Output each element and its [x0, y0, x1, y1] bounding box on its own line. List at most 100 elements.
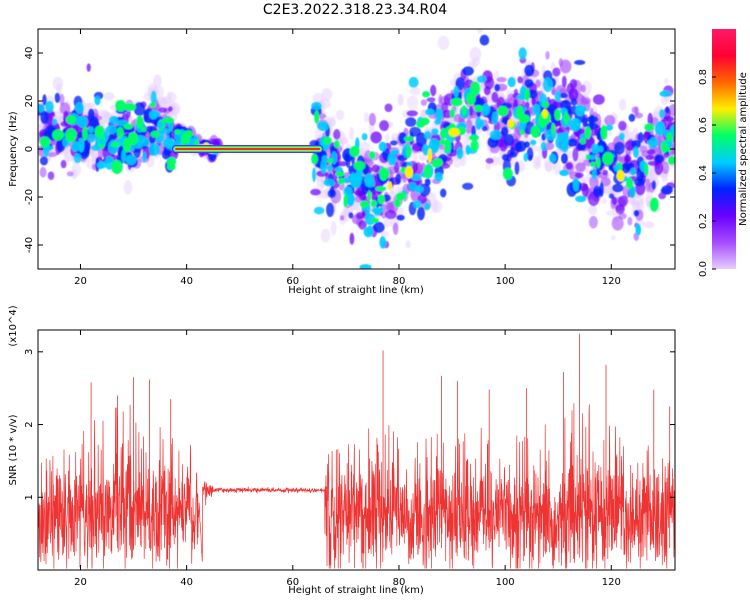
spectrogram-cell: [605, 124, 614, 131]
spectrogram-cell: [65, 115, 77, 125]
spectrogram-cell: [432, 198, 439, 213]
snr-frame: [37, 329, 676, 571]
spectrogram-cell: [565, 161, 574, 170]
spectrogram-cell: [384, 103, 393, 113]
spectrogram-cell: [520, 129, 525, 136]
spectrogram-cell: [143, 92, 153, 101]
spectrogram-cell: [39, 136, 51, 148]
spectrogram-cell: [628, 113, 636, 122]
spectrogram-cell: [489, 129, 502, 141]
spectrogram-cell: [633, 209, 640, 217]
spectrogram-cell: [485, 161, 491, 170]
spectrogram-cell: [541, 133, 546, 141]
spectrogram-cell: [87, 108, 95, 122]
spectrogram-cell: [552, 67, 561, 77]
spectrogram-cell: [313, 206, 325, 215]
spectrogram-cell: [359, 264, 372, 269]
spectrogram-cell: [610, 235, 616, 241]
spectrogram-cell: [481, 103, 491, 116]
spectrogram-peak: [88, 126, 95, 134]
spectrogram-cell: [87, 133, 95, 144]
colorbar-label: Normalized spectral amplitude: [738, 72, 749, 226]
spectrogram-cell: [601, 198, 607, 204]
spectrogram-cell: [671, 124, 675, 137]
spectrogram-cell: [632, 146, 640, 158]
spectrogram-cell: [148, 142, 161, 157]
spectrogram-peak: [613, 164, 620, 172]
spectrogram-cell: [335, 166, 343, 172]
spectrogram-cell: [430, 84, 437, 97]
spectrogram-cell: [141, 126, 147, 133]
spectrogram-cell: [364, 173, 375, 186]
spectrogram-cell: [387, 181, 393, 191]
spectrogram-cell: [621, 162, 630, 174]
spectrogram-cell: [542, 101, 549, 109]
spectrogram-peak: [666, 140, 673, 148]
colorbar-tick-label: 0.4: [698, 165, 709, 181]
spectrogram-cell: [524, 88, 530, 102]
spectrogram-cell: [412, 200, 422, 209]
spectrogram-cell: [167, 92, 177, 103]
spectrogram-cell: [389, 202, 395, 213]
spectrogram-cell: [540, 141, 547, 151]
spectrogram-cell: [586, 116, 599, 123]
spectrogram-cell: [122, 137, 131, 153]
spectrogram-cell: [563, 111, 569, 125]
spectrogram-cell: [600, 124, 608, 140]
spectrogram-cell: [532, 155, 542, 170]
spectrogram-cell: [133, 102, 146, 117]
spectrogram-cell: [162, 138, 175, 149]
spectrogram-cell: [369, 151, 376, 160]
spectrogram-cell: [426, 97, 436, 103]
spectrogram-cell: [523, 141, 531, 148]
spectrogram-cell: [501, 126, 509, 136]
spectrogram-cell: [426, 192, 436, 202]
spectrogram-cell: [559, 169, 570, 176]
spectrogram-cell: [370, 200, 377, 208]
x-tick-label: 60: [286, 577, 299, 588]
spectrogram-cell: [501, 153, 510, 161]
spectrogram-cell: [449, 108, 456, 119]
spectrogram-cell: [615, 204, 625, 215]
spectrogram-cell: [153, 74, 162, 89]
snr-x-label: Height of straight line (km): [288, 585, 424, 596]
x-tick-label: 20: [74, 276, 87, 287]
y-tick-label: 20: [24, 95, 35, 108]
spectrogram-cell: [481, 125, 488, 132]
spectrogram-cell: [371, 164, 380, 173]
spectrogram-cell: [406, 145, 412, 159]
spectrogram-cell: [390, 140, 398, 146]
spectrogram-cell: [330, 221, 337, 236]
spectrogram-cell: [363, 112, 369, 123]
spectrogram-cell: [326, 158, 334, 164]
spectrogram-cell: [380, 230, 389, 237]
spectrogram-peak: [597, 145, 604, 153]
spectrogram-cell: [333, 140, 340, 149]
spectrogram-cell: [124, 103, 137, 111]
spectrogram-cell: [618, 132, 625, 141]
spectrogram-cell: [82, 126, 88, 141]
colorbar-tick-label: 0.2: [698, 213, 709, 229]
spectrogram-cell: [320, 159, 327, 174]
spectrogram-cell: [524, 78, 534, 88]
spectrogram-cell: [654, 154, 664, 163]
spectrogram-cell: [162, 117, 175, 124]
spectrogram-cell: [628, 196, 636, 205]
y-tick-label: 40: [24, 47, 35, 60]
spectrogram-cell: [368, 112, 376, 126]
spectrogram-cell: [645, 178, 651, 193]
spectrogram-cell: [63, 154, 71, 163]
spectrogram-cell: [337, 177, 345, 185]
spectrogram-cell: [647, 139, 653, 146]
spectrogram-cell: [423, 202, 431, 211]
spectrogram-cell: [373, 207, 382, 216]
colorbar: 0.0 0.2 0.4 0.6 0.8 Normalized spectral ampl…: [698, 29, 749, 277]
spectrogram-cell: [45, 100, 54, 113]
spectrogram-cell: [576, 142, 587, 151]
spectrogram-cell: [544, 160, 552, 173]
spectrogram-cell: [47, 171, 55, 180]
spectrogram-cell: [150, 90, 157, 105]
spectrogram-cell: [527, 89, 538, 99]
spectrogram-cell: [485, 157, 494, 164]
spectrogram-cell: [579, 137, 586, 145]
